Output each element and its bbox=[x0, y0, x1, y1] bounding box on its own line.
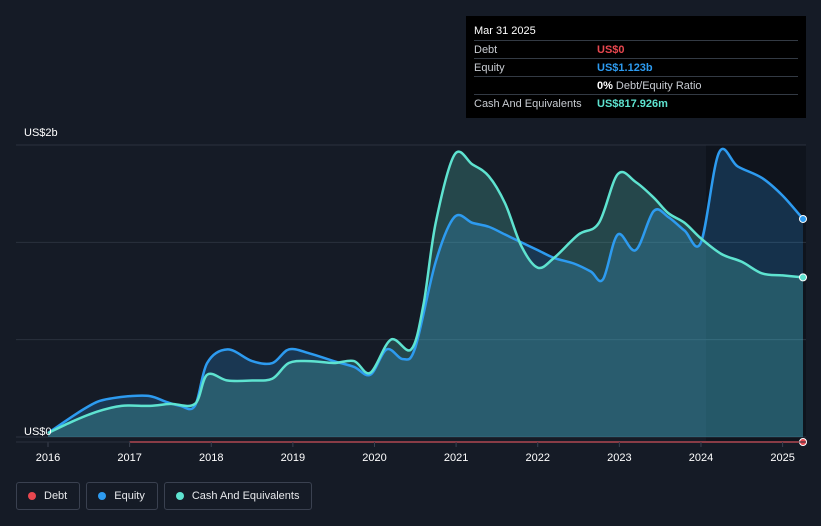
legend-item-cash[interactable]: Cash And Equivalents bbox=[163, 482, 313, 510]
x-tick-label-2020: 2020 bbox=[362, 452, 386, 464]
tooltip-ratio-note: Debt/Equity Ratio bbox=[615, 79, 702, 92]
tooltip-row-ratio: 0% Debt/Equity Ratio bbox=[474, 76, 798, 94]
tooltip-debt-label: Debt bbox=[474, 43, 498, 56]
tooltip-debt-value: US$0 bbox=[597, 43, 625, 56]
chart-legend: Debt Equity Cash And Equivalents bbox=[16, 482, 313, 510]
tooltip-cash-value: US$817.926m bbox=[597, 97, 668, 110]
series-endpoint-cash-and-equivalents bbox=[799, 273, 807, 282]
series-endpoint-equity bbox=[799, 214, 807, 223]
series-area-equity bbox=[48, 148, 803, 437]
y-axis-label-bottom: US$0 bbox=[24, 426, 52, 438]
x-tick-label-2019: 2019 bbox=[281, 452, 305, 464]
tooltip-row-equity: Equity US$1.123b bbox=[474, 58, 798, 76]
tooltip-cash-label: Cash And Equivalents bbox=[474, 97, 582, 110]
series-line-cash-and-equivalents bbox=[47, 150, 804, 435]
data-tooltip: Mar 31 2025 Debt US$0 Equity US$1.123b 0… bbox=[466, 16, 806, 118]
legend-label-debt: Debt bbox=[44, 490, 68, 502]
tooltip-ratio-value: 0% bbox=[597, 79, 613, 92]
x-tick-label-2023: 2023 bbox=[607, 452, 631, 464]
x-axis-tick-labels: 2016 2017 2018 2019 2020 2021 2022 2023 2024 2025 bbox=[16, 441, 806, 464]
x-tick-label-2017: 2017 bbox=[117, 452, 141, 464]
x-tick-label-2021: 2021 bbox=[444, 452, 468, 464]
legend-dot-cash bbox=[175, 492, 184, 500]
plot-shade-right bbox=[706, 145, 806, 442]
x-tick-label-2016: 2016 bbox=[36, 452, 60, 464]
tooltip-row-debt: Debt US$0 bbox=[474, 40, 798, 58]
x-tick-label-2024: 2024 bbox=[689, 452, 713, 464]
tooltip-row-cash: Cash And Equivalents US$817.926m bbox=[474, 94, 798, 112]
legend-item-equity[interactable]: Equity bbox=[86, 482, 158, 510]
tooltip-equity-label: Equity bbox=[474, 61, 505, 74]
legend-label-equity: Equity bbox=[114, 490, 145, 502]
legend-item-debt[interactable]: Debt bbox=[16, 482, 81, 510]
legend-dot-equity bbox=[98, 492, 107, 500]
x-tick-label-2022: 2022 bbox=[525, 452, 549, 464]
x-tick-label-2025: 2025 bbox=[770, 452, 794, 464]
y-axis-label-top: US$2b bbox=[24, 127, 58, 139]
legend-label-cash: Cash And Equivalents bbox=[191, 490, 300, 502]
tooltip-date: Mar 31 2025 bbox=[474, 25, 536, 37]
series-endpoints bbox=[799, 214, 807, 446]
x-tick-label-2018: 2018 bbox=[199, 452, 223, 464]
grid-lines bbox=[16, 144, 806, 438]
tooltip-equity-value: US$1.123b bbox=[597, 61, 653, 74]
legend-dot-debt bbox=[28, 492, 36, 500]
